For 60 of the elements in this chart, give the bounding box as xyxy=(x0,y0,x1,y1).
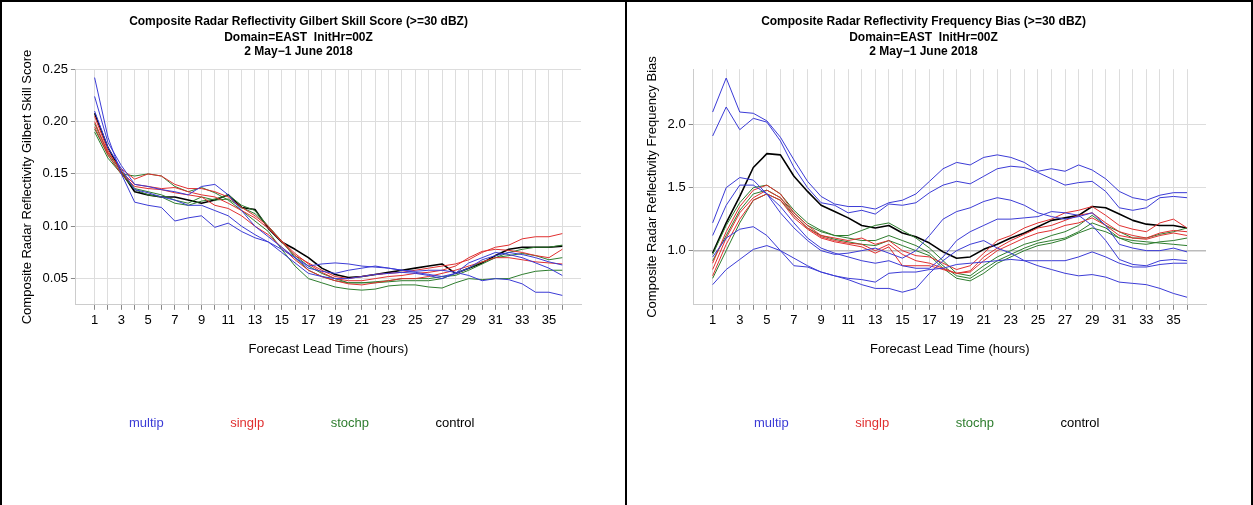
text: singlp xyxy=(230,415,265,431)
x-tick-label: 3 xyxy=(736,312,744,328)
x-tick-label: 9 xyxy=(197,312,206,328)
y-tick-label: 0.05 xyxy=(42,270,68,286)
chart-title: Composite Radar Reflectivity Gilbert Skill Score (>=30 dBZ) xyxy=(129,13,468,28)
x-axis-title: Forecast Lead Time (hours) xyxy=(248,340,409,356)
x-tick-label: 17 xyxy=(301,312,316,328)
y-tick-label: 0.25 xyxy=(42,60,68,76)
x-tick-label: 1 xyxy=(90,312,99,328)
y-axis-title: Composite Radar Reflectivity Gilbert Skill Score xyxy=(19,49,35,325)
x-tick-label: 21 xyxy=(354,312,370,328)
x-tick-label: 25 xyxy=(1030,312,1046,328)
text: stochp xyxy=(330,415,369,431)
chart-title: Composite Radar Reflectivity Frequency Bias (>=30 dBZ) xyxy=(761,13,1086,28)
x-axis-title: Forecast Lead Time (hours) xyxy=(869,340,1030,356)
x-tick-label: 21 xyxy=(976,312,991,328)
x-tick-label: 19 xyxy=(327,312,343,328)
y-tick-label: 1.0 xyxy=(667,242,686,258)
y-tick-label: 2.0 xyxy=(667,116,686,132)
x-tick-label: 9 xyxy=(817,312,825,328)
x-tick-label: 27 xyxy=(434,312,450,328)
x-tick-label: 13 xyxy=(868,312,883,328)
x-tick-label: 15 xyxy=(895,312,910,328)
x-tick-label: 5 xyxy=(144,312,152,328)
x-tick-label: 31 xyxy=(1112,312,1127,328)
x-tick-label: 11 xyxy=(841,312,855,328)
y-tick-label: 0.20 xyxy=(42,113,68,129)
x-tick-label: 23 xyxy=(1003,312,1019,328)
y-tick-label: 0.10 xyxy=(42,217,68,233)
x-tick-label: 35 xyxy=(1166,312,1181,328)
text: control xyxy=(1060,415,1100,431)
x-tick-label: 17 xyxy=(922,312,937,328)
x-tick-label: 13 xyxy=(247,312,263,328)
y-axis-title: Composite Radar Reflectivity Frequency Bias xyxy=(644,55,660,318)
x-tick-label: 5 xyxy=(763,312,771,328)
x-tick-label: 27 xyxy=(1057,312,1073,328)
x-tick-label: 29 xyxy=(1084,312,1100,328)
text: control xyxy=(435,415,475,431)
x-tick-label: 3 xyxy=(117,312,125,328)
x-tick-label: 29 xyxy=(461,312,476,328)
y-tick-label: 1.5 xyxy=(667,179,686,195)
x-tick-label: 33 xyxy=(1139,312,1154,328)
x-tick-label: 19 xyxy=(949,312,964,328)
x-tick-label: 11 xyxy=(221,312,235,328)
chart-subtitle: Domain=EAST InitHr=00Z 2 May−1 June 2018 xyxy=(849,29,998,59)
text: stochp xyxy=(955,415,994,431)
x-tick-label: 35 xyxy=(541,312,557,328)
x-tick-label: 23 xyxy=(381,312,396,328)
text: multip xyxy=(754,415,789,431)
text: singlp xyxy=(855,415,890,431)
x-tick-label: 7 xyxy=(171,312,179,328)
x-tick-label: 7 xyxy=(790,312,798,328)
x-tick-label: 15 xyxy=(274,312,289,328)
chart-subtitle: Domain=EAST InitHr=00Z 2 May−1 June 2018 xyxy=(224,29,373,59)
x-tick-label: 1 xyxy=(709,312,717,328)
x-tick-label: 33 xyxy=(514,312,530,328)
text: multip xyxy=(129,415,164,431)
x-tick-label: 31 xyxy=(488,312,503,328)
x-tick-label: 25 xyxy=(408,312,423,328)
y-tick-label: 0.15 xyxy=(42,165,68,181)
